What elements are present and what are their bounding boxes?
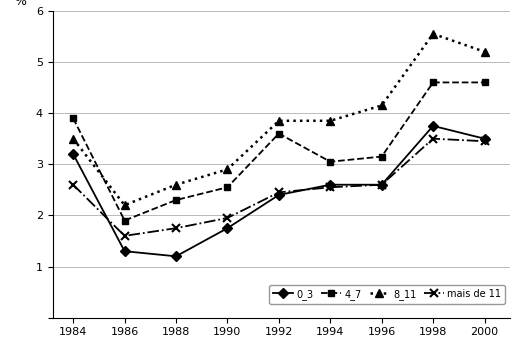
Text: %: % [15, 0, 27, 8]
Legend: 0_3, 4_7, 8_11, mais de 11: 0_3, 4_7, 8_11, mais de 11 [269, 285, 505, 304]
